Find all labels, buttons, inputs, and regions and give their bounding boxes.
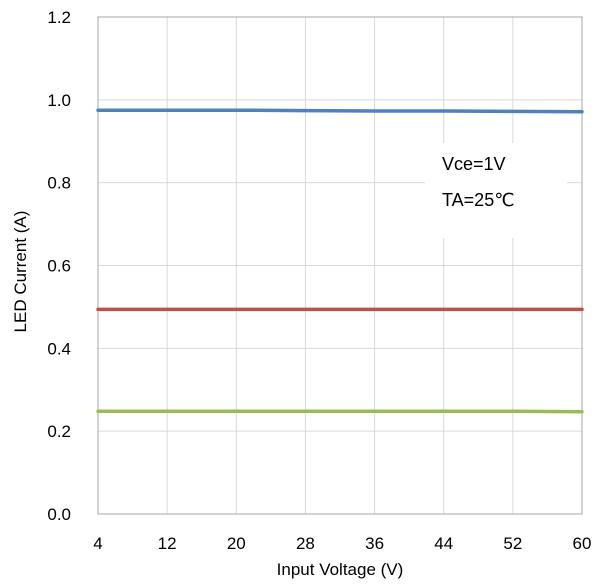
x-tick-label: 60 [573,534,592,553]
x-tick-label: 20 [227,534,246,553]
y-tick-labels: 0.0 0.2 0.4 0.6 0.8 1.0 1.2 [47,8,71,524]
y-tick-label: 0.4 [47,339,71,358]
y-tick-label: 0.8 [47,174,71,193]
y-tick-label: 0.0 [47,505,71,524]
x-tick-label: 44 [434,534,453,553]
x-tick-label: 36 [365,534,384,553]
x-tick-label: 4 [93,534,102,553]
series-line-1 [96,108,584,114]
x-tick-labels: 4 12 20 28 36 44 52 60 [93,534,591,553]
x-tick-label: 28 [296,534,315,553]
y-axis-title: LED Current (A) [11,211,30,333]
y-tick-label: 0.2 [47,422,71,441]
y-tick-label: 1.0 [47,91,71,110]
annotation-background [425,143,567,238]
annotation-ta: TA=25℃ [442,190,514,210]
series-layer [96,108,584,414]
plot-border [97,16,583,515]
x-axis-title: Input Voltage (V) [277,560,404,579]
annotation-box: Vce=1V TA=25℃ [425,143,567,238]
annotation-vce: Vce=1V [442,154,506,174]
x-tick-label: 52 [503,534,522,553]
x-tick-label: 12 [158,534,177,553]
y-tick-label: 0.6 [47,257,71,276]
y-tick-label: 1.2 [47,8,71,27]
grid-lines [97,16,583,515]
